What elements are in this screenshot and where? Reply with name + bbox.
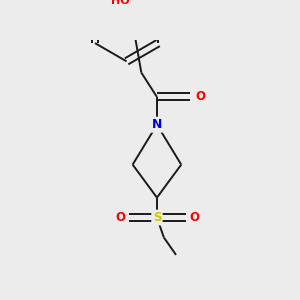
Text: O: O (116, 211, 125, 224)
Text: O: O (189, 211, 199, 224)
Text: S: S (153, 211, 161, 224)
Text: O: O (195, 90, 205, 104)
Text: HO: HO (111, 0, 129, 6)
Text: N: N (152, 118, 162, 131)
